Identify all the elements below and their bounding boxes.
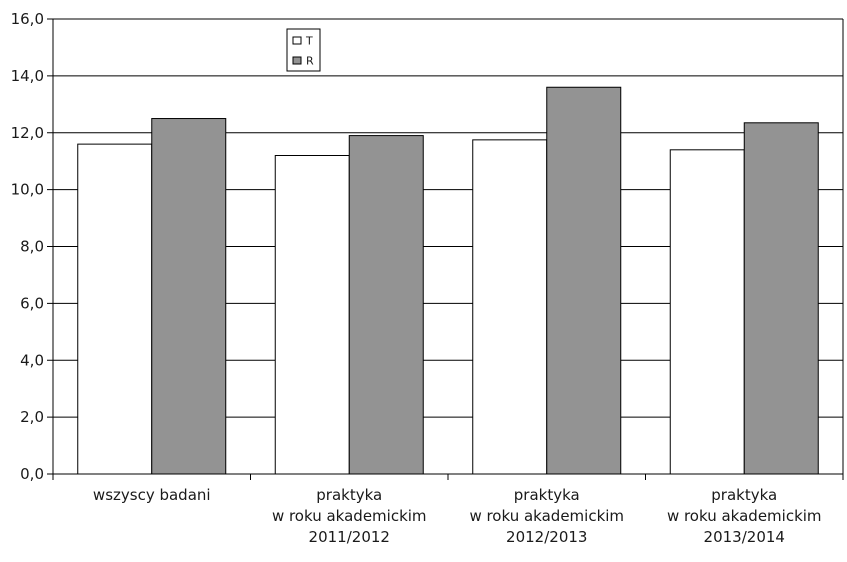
bar-r bbox=[151, 118, 227, 475]
category-label: praktyka bbox=[711, 486, 777, 504]
category-label: w roku akademickim bbox=[469, 507, 624, 525]
bar-t bbox=[77, 143, 153, 475]
y-tick-label: 10,0 bbox=[11, 181, 44, 199]
y-tick-label: 14,0 bbox=[11, 67, 44, 85]
category-label: w roku akademickim bbox=[667, 507, 822, 525]
legend-swatch bbox=[292, 36, 302, 45]
bar-r bbox=[546, 86, 622, 475]
y-tick-label: 4,0 bbox=[20, 351, 44, 369]
category-label: wszyscy badani bbox=[93, 486, 211, 504]
category-label: 2011/2012 bbox=[309, 528, 390, 546]
bar-t bbox=[472, 139, 548, 475]
y-tick-label: 0,0 bbox=[20, 465, 44, 483]
legend-box bbox=[286, 28, 321, 72]
y-tick-label: 8,0 bbox=[20, 238, 44, 256]
category-label: 2012/2013 bbox=[506, 528, 587, 546]
bar-r bbox=[348, 135, 424, 475]
category-label: 2013/2014 bbox=[704, 528, 785, 546]
y-tick-label: 6,0 bbox=[20, 294, 44, 312]
y-tick-label: 16,0 bbox=[11, 10, 44, 28]
y-tick-label: 2,0 bbox=[20, 408, 44, 426]
category-label: praktyka bbox=[514, 486, 580, 504]
bar-r bbox=[743, 122, 819, 475]
legend-label: T bbox=[305, 35, 313, 48]
bar-t bbox=[274, 155, 350, 475]
legend-swatch bbox=[292, 56, 302, 65]
category-label: praktyka bbox=[316, 486, 382, 504]
category-label: w roku akademickim bbox=[272, 507, 427, 525]
bar-t bbox=[669, 149, 745, 475]
y-tick-label: 12,0 bbox=[11, 124, 44, 142]
legend-label: R bbox=[306, 55, 314, 68]
